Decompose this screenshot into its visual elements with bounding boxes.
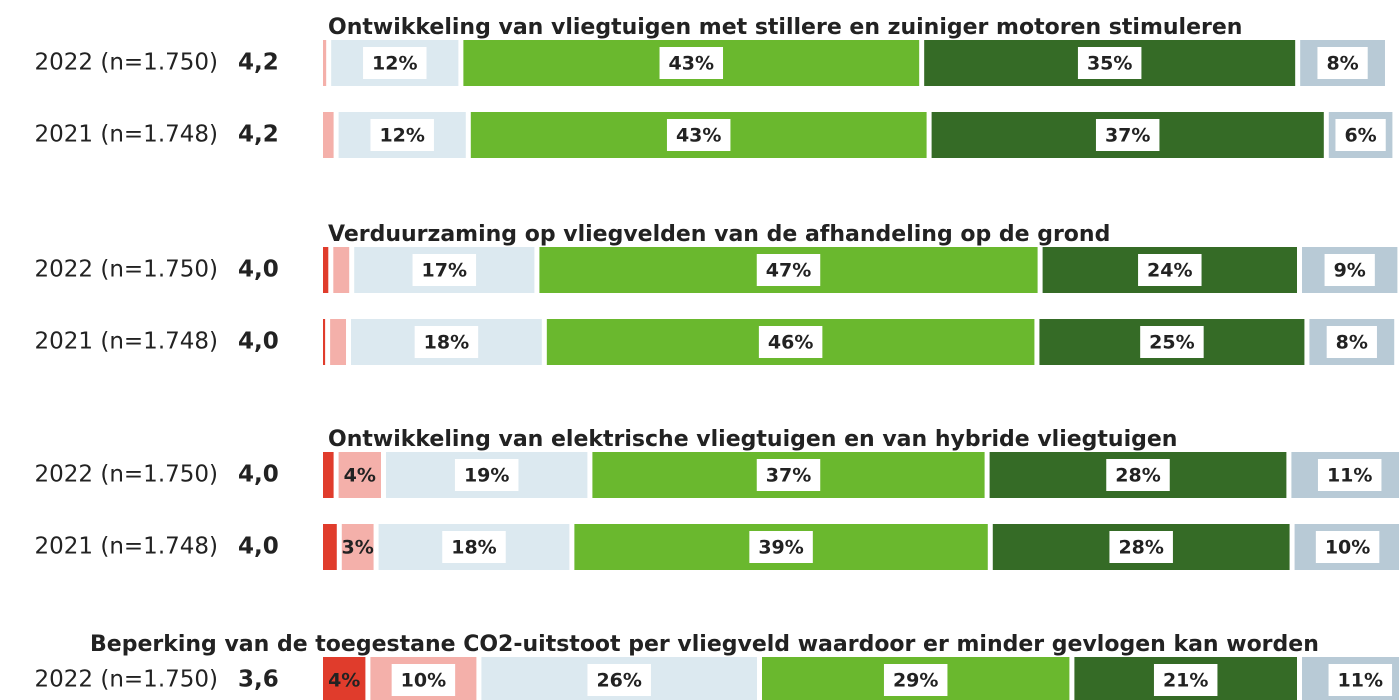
label-box bbox=[1326, 326, 1377, 358]
segment-label: 37% bbox=[766, 465, 811, 487]
segment-label: 24% bbox=[1147, 260, 1192, 282]
bar-segment bbox=[323, 247, 329, 293]
label-box bbox=[1324, 254, 1375, 286]
segment-label: 3% bbox=[342, 537, 374, 559]
mean-score: 3,6 bbox=[238, 667, 279, 693]
mean-score: 4,0 bbox=[238, 257, 279, 283]
label-box bbox=[883, 664, 948, 696]
label-box bbox=[1153, 664, 1218, 696]
label-box bbox=[442, 531, 506, 563]
segment-label: 46% bbox=[768, 332, 813, 354]
label-box bbox=[1328, 664, 1393, 696]
row-label: 2022 (n=1.750) bbox=[35, 257, 218, 283]
mean-score: 4,2 bbox=[238, 50, 279, 76]
label-box bbox=[666, 119, 731, 151]
segment-label: 18% bbox=[424, 332, 469, 354]
label-box bbox=[1140, 326, 1204, 358]
bar-segment bbox=[338, 452, 381, 498]
segment-label: 43% bbox=[676, 125, 721, 147]
mean-score: 4,2 bbox=[238, 122, 279, 148]
label-box bbox=[454, 459, 519, 491]
segment-label: 26% bbox=[596, 670, 641, 692]
label-box bbox=[659, 47, 724, 79]
label-box bbox=[1317, 47, 1368, 79]
label-box bbox=[391, 664, 456, 696]
row-label: 2021 (n=1.748) bbox=[35, 329, 218, 355]
segment-label: 47% bbox=[766, 260, 811, 282]
mean-score: 4,0 bbox=[238, 329, 279, 355]
segment-label: 11% bbox=[1327, 465, 1372, 487]
label-box bbox=[756, 254, 821, 286]
mean-score: 4,0 bbox=[238, 534, 279, 560]
label-box bbox=[412, 254, 477, 286]
group-title: Ontwikkeling van elektrische vliegtuigen… bbox=[328, 427, 1177, 452]
segment-label: 39% bbox=[758, 537, 803, 559]
label-box bbox=[1335, 119, 1386, 151]
segment-label: 4% bbox=[344, 465, 376, 487]
segment-label: 12% bbox=[379, 125, 424, 147]
bar-segment bbox=[330, 319, 347, 365]
label-box bbox=[749, 531, 813, 563]
segment-label: 43% bbox=[669, 53, 714, 75]
label-box bbox=[1106, 459, 1170, 491]
label-box bbox=[363, 47, 427, 79]
row-label: 2022 (n=1.750) bbox=[35, 50, 218, 76]
row-label: 2022 (n=1.750) bbox=[35, 667, 218, 693]
group-title: Ontwikkeling van vliegtuigen met stiller… bbox=[328, 15, 1242, 40]
label-box bbox=[758, 326, 823, 358]
bar-segment bbox=[323, 452, 334, 498]
segment-label: 11% bbox=[1338, 670, 1383, 692]
row-label: 2021 (n=1.748) bbox=[35, 534, 218, 560]
label-box bbox=[414, 326, 479, 358]
row-label: 2021 (n=1.748) bbox=[35, 122, 218, 148]
bar-segment bbox=[323, 319, 326, 365]
segment-label: 28% bbox=[1115, 465, 1160, 487]
label-box bbox=[1315, 531, 1380, 563]
label-box bbox=[1077, 47, 1142, 79]
segment-label: 4% bbox=[328, 670, 360, 692]
row-label: 2022 (n=1.750) bbox=[35, 462, 218, 488]
label-box bbox=[587, 664, 651, 696]
mean-score: 4,0 bbox=[238, 462, 279, 488]
label-box bbox=[1109, 531, 1173, 563]
segment-label: 37% bbox=[1105, 125, 1150, 147]
bar-segment bbox=[323, 40, 327, 86]
segment-label: 8% bbox=[1336, 332, 1368, 354]
segment-label: 12% bbox=[372, 53, 417, 75]
label-box bbox=[1317, 459, 1382, 491]
segment-label: 9% bbox=[1334, 260, 1366, 282]
segment-label: 28% bbox=[1118, 537, 1163, 559]
segment-label: 10% bbox=[1325, 537, 1370, 559]
segment-label: 17% bbox=[422, 260, 467, 282]
label-box bbox=[1095, 119, 1160, 151]
bar-segment bbox=[323, 657, 366, 700]
segment-label: 18% bbox=[451, 537, 496, 559]
segment-label: 8% bbox=[1326, 53, 1358, 75]
bar-segment bbox=[323, 524, 337, 570]
group-title: Verduurzaming op vliegvelden van de afha… bbox=[328, 222, 1110, 247]
segment-label: 21% bbox=[1163, 670, 1208, 692]
segment-label: 19% bbox=[464, 465, 509, 487]
group-title: Beperking van de toegestane CO2-uitstoot… bbox=[90, 632, 1319, 657]
label-box bbox=[370, 119, 434, 151]
segment-label: 6% bbox=[1344, 125, 1376, 147]
bar-segment bbox=[333, 247, 350, 293]
label-box bbox=[1138, 254, 1202, 286]
bar-segment bbox=[323, 112, 334, 158]
bar-segment bbox=[341, 524, 374, 570]
segment-label: 10% bbox=[401, 670, 446, 692]
segment-label: 25% bbox=[1149, 332, 1194, 354]
label-box bbox=[756, 459, 821, 491]
segment-label: 29% bbox=[893, 670, 938, 692]
segment-label: 35% bbox=[1087, 53, 1132, 75]
